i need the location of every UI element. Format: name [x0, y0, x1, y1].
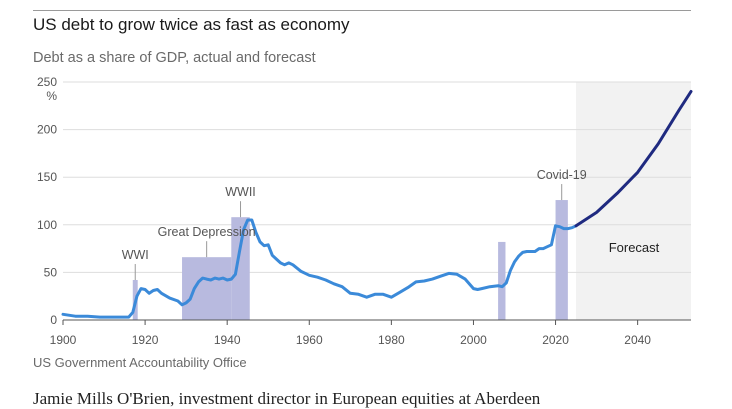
- event-label: Great Depression: [158, 225, 256, 239]
- x-tick-label: 1940: [214, 333, 241, 347]
- event-band: [182, 257, 232, 320]
- y-tick-label: 150: [37, 170, 57, 184]
- article-text-cutoff: Jamie Mills O'Brien, investment director…: [33, 389, 541, 408]
- x-tick-label: 2000: [460, 333, 487, 347]
- x-tick-label: 1960: [296, 333, 323, 347]
- event-band: [555, 200, 568, 320]
- source-note: US Government Accountability Office: [33, 355, 247, 370]
- series-line-forecast: [574, 90, 693, 228]
- y-unit-label: %: [46, 89, 57, 103]
- series-line-actual: [61, 218, 578, 319]
- x-tick-label: 1900: [50, 333, 77, 347]
- x-tick-label: 2040: [624, 333, 651, 347]
- x-tick-label: 1980: [378, 333, 405, 347]
- chart-title: US debt to grow twice as fast as economy: [33, 15, 350, 34]
- y-tick-label: 50: [44, 265, 58, 279]
- event-band: [498, 241, 506, 320]
- y-tick-label: 100: [37, 218, 57, 232]
- event-label: Covid-19: [537, 168, 587, 182]
- y-tick-label: 0: [50, 313, 57, 327]
- chart-subtitle: Debt as a share of GDP, actual and forec…: [33, 50, 316, 66]
- x-tick-label: 2020: [542, 333, 569, 347]
- y-tick-label: 250: [37, 75, 57, 89]
- event-label: WWI: [122, 248, 149, 262]
- y-tick-label: 200: [37, 123, 57, 137]
- event-label: WWII: [225, 185, 256, 199]
- event-band: [231, 217, 250, 320]
- top-rule: [33, 10, 691, 11]
- x-tick-label: 1920: [132, 333, 159, 347]
- forecast-label: Forecast: [609, 240, 660, 255]
